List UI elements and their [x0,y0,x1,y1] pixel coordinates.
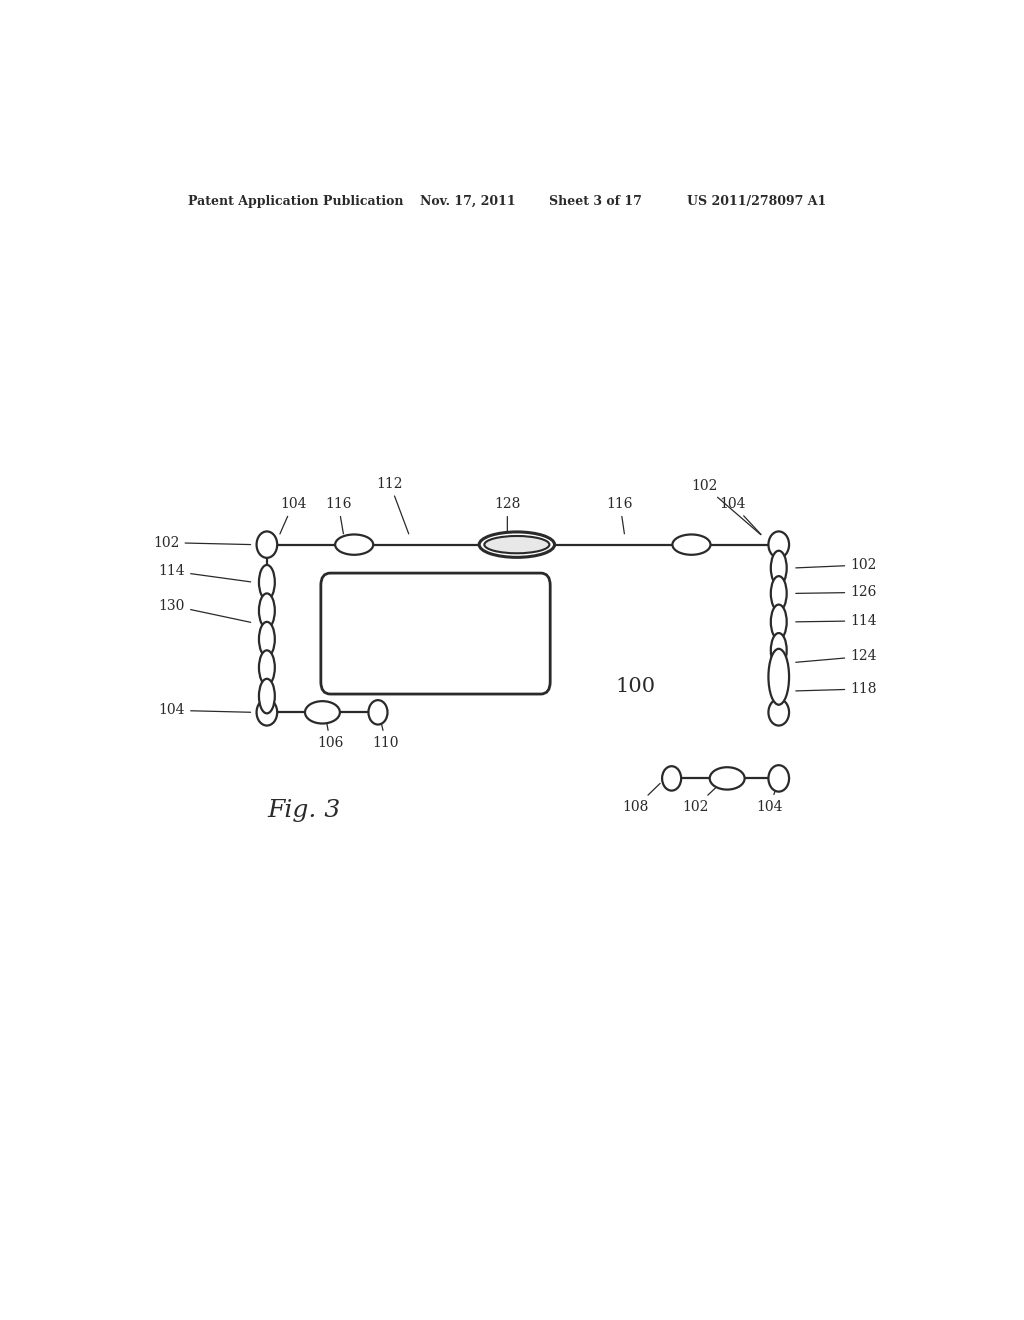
Circle shape [768,700,790,726]
Ellipse shape [259,622,274,656]
Circle shape [369,700,387,725]
Text: 104: 104 [756,784,782,814]
Text: 114: 114 [159,564,251,582]
Text: 112: 112 [377,477,409,533]
Text: 118: 118 [796,682,877,696]
Text: 102: 102 [796,558,877,572]
Ellipse shape [335,535,373,554]
Ellipse shape [771,634,786,668]
Circle shape [663,766,681,791]
Text: 114: 114 [796,614,877,628]
Text: 106: 106 [317,715,344,750]
Ellipse shape [771,550,786,585]
Text: Nov. 17, 2011: Nov. 17, 2011 [420,195,516,209]
Text: 116: 116 [325,496,351,533]
Text: 102: 102 [691,479,761,535]
Text: 104: 104 [720,496,761,535]
Text: 124: 124 [796,649,877,664]
Text: 102: 102 [154,536,251,549]
Text: Sheet 3 of 17: Sheet 3 of 17 [549,195,641,209]
Ellipse shape [484,536,550,553]
Text: 128: 128 [495,496,520,532]
Ellipse shape [259,651,274,685]
Ellipse shape [710,767,744,789]
Circle shape [768,766,790,792]
Text: 130: 130 [159,598,251,622]
Ellipse shape [771,605,786,639]
Ellipse shape [259,594,274,628]
Circle shape [768,532,790,558]
Text: 104: 104 [280,496,306,535]
Ellipse shape [259,678,274,713]
Ellipse shape [259,565,274,599]
Text: 108: 108 [623,783,660,814]
Ellipse shape [771,576,786,611]
Ellipse shape [305,701,340,723]
Text: 126: 126 [796,585,877,599]
Text: Fig. 3: Fig. 3 [267,799,340,822]
Text: 102: 102 [682,780,724,814]
Text: 116: 116 [607,496,633,533]
Circle shape [257,532,278,558]
Text: US 2011/278097 A1: US 2011/278097 A1 [687,195,826,209]
Ellipse shape [768,649,790,705]
Ellipse shape [479,532,555,557]
Ellipse shape [673,535,711,554]
Text: 110: 110 [373,715,399,750]
Text: Patent Application Publication: Patent Application Publication [187,195,403,209]
Circle shape [257,700,278,726]
Text: 100: 100 [615,677,656,697]
FancyBboxPatch shape [321,573,550,694]
Text: 104: 104 [159,704,251,717]
